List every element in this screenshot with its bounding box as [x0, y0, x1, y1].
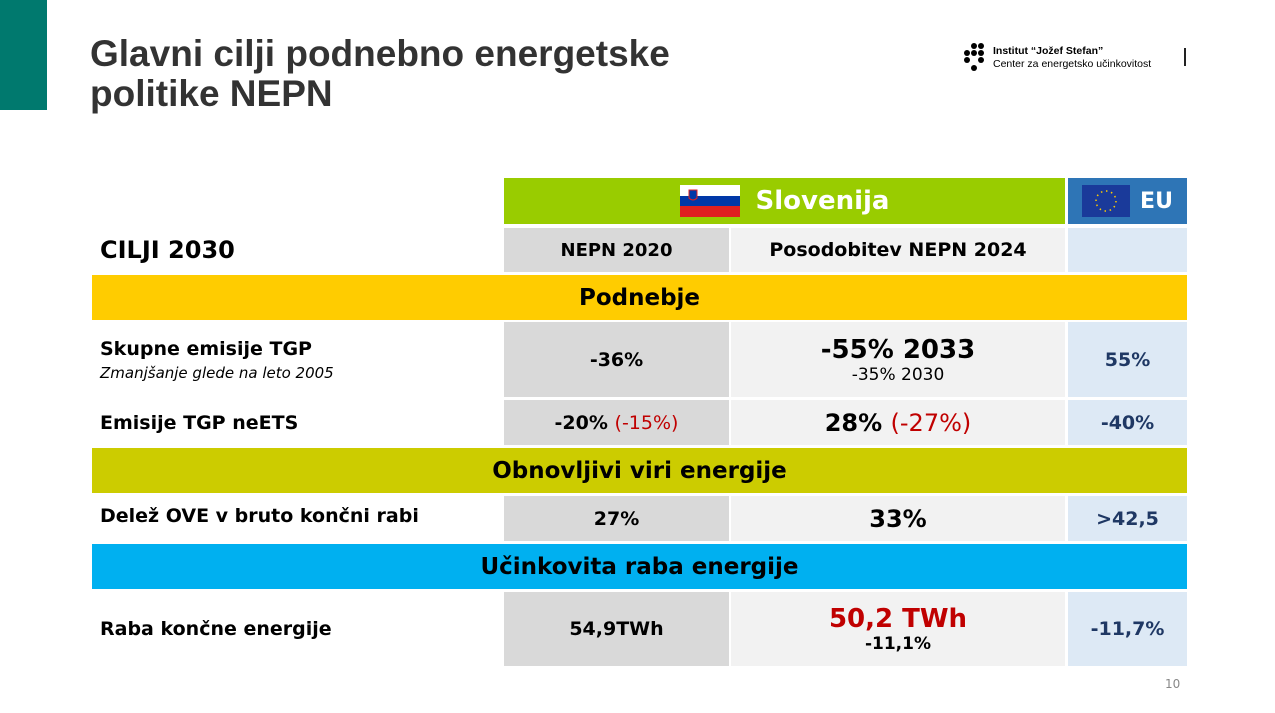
page-number: 10: [1165, 677, 1181, 691]
logo-line1: Institut “Jožef Stefan”: [993, 45, 1104, 57]
sublabel: Zmanjšanje glede na leto 2005: [100, 363, 334, 382]
value: -55% 2033: [820, 334, 976, 365]
title-line: Glavni cilji podnebno energetske: [90, 33, 670, 74]
cilji-heading: CILJI 2030: [100, 236, 235, 264]
value-red: (-15%): [614, 411, 679, 434]
slide-title: Glavni cilji podnebno energetske politike…: [90, 34, 670, 114]
value-eu: -40%: [1068, 400, 1187, 445]
title-line: politike NEPN: [90, 73, 333, 114]
value-nepn2020: 54,9TWh: [504, 592, 729, 666]
row-label: Delež OVE v bruto končni rabi: [100, 505, 419, 527]
value: -20%: [554, 411, 608, 434]
value-eu: >42,5: [1068, 496, 1187, 541]
value-eu: -11,7%: [1068, 592, 1187, 666]
slovenija-header: Slovenija: [504, 178, 1065, 224]
row-label: Skupne emisije TGP Zmanjšanje glede na le…: [100, 322, 334, 397]
logo-line2: Center za energetsko učinkovitost: [993, 58, 1152, 70]
eu-label: EU: [1140, 188, 1173, 214]
col-nepn2024: Posodobitev NEPN 2024: [731, 228, 1065, 272]
section-podnebje: Podnebje: [92, 275, 1187, 320]
value-nepn2024: 50,2 TWh -11,1%: [731, 592, 1065, 666]
accent-bar: [0, 0, 47, 110]
value: 50,2 TWh: [828, 604, 968, 634]
col-nepn2020: NEPN 2020: [504, 228, 729, 272]
value-nepn2024: 28% (-27%): [731, 400, 1065, 445]
value-nepn2024: 33%: [731, 496, 1065, 541]
section-ucinkovita: Učinkovita raba energije: [92, 544, 1187, 589]
value-nepn2020: 27%: [504, 496, 729, 541]
slovenia-flag-icon: [679, 185, 740, 217]
label: Skupne emisije TGP: [100, 337, 312, 360]
divider: [1184, 48, 1186, 66]
section-obnovljivi: Obnovljivi viri energije: [92, 448, 1187, 493]
eu-flag-icon: [1082, 185, 1131, 217]
value-eu: 55%: [1068, 322, 1187, 397]
subvalue: -35% 2030: [851, 364, 945, 385]
row-label: Raba končne energije: [100, 618, 332, 640]
value: 28%: [824, 408, 883, 437]
value-red: (-27%): [890, 408, 972, 437]
eu-header: EU: [1068, 178, 1187, 224]
row-label: Emisije TGP neETS: [100, 411, 299, 434]
col-eu: [1068, 228, 1187, 272]
value-nepn2024: -55% 2033 -35% 2030: [731, 322, 1065, 397]
value-nepn2020: -36%: [504, 322, 729, 397]
logo-dots-icon: [964, 43, 984, 71]
value-nepn2020: -20% (-15%): [504, 400, 729, 445]
slovenija-label: Slovenija: [755, 186, 890, 216]
subvalue: -11,1%: [864, 634, 932, 654]
